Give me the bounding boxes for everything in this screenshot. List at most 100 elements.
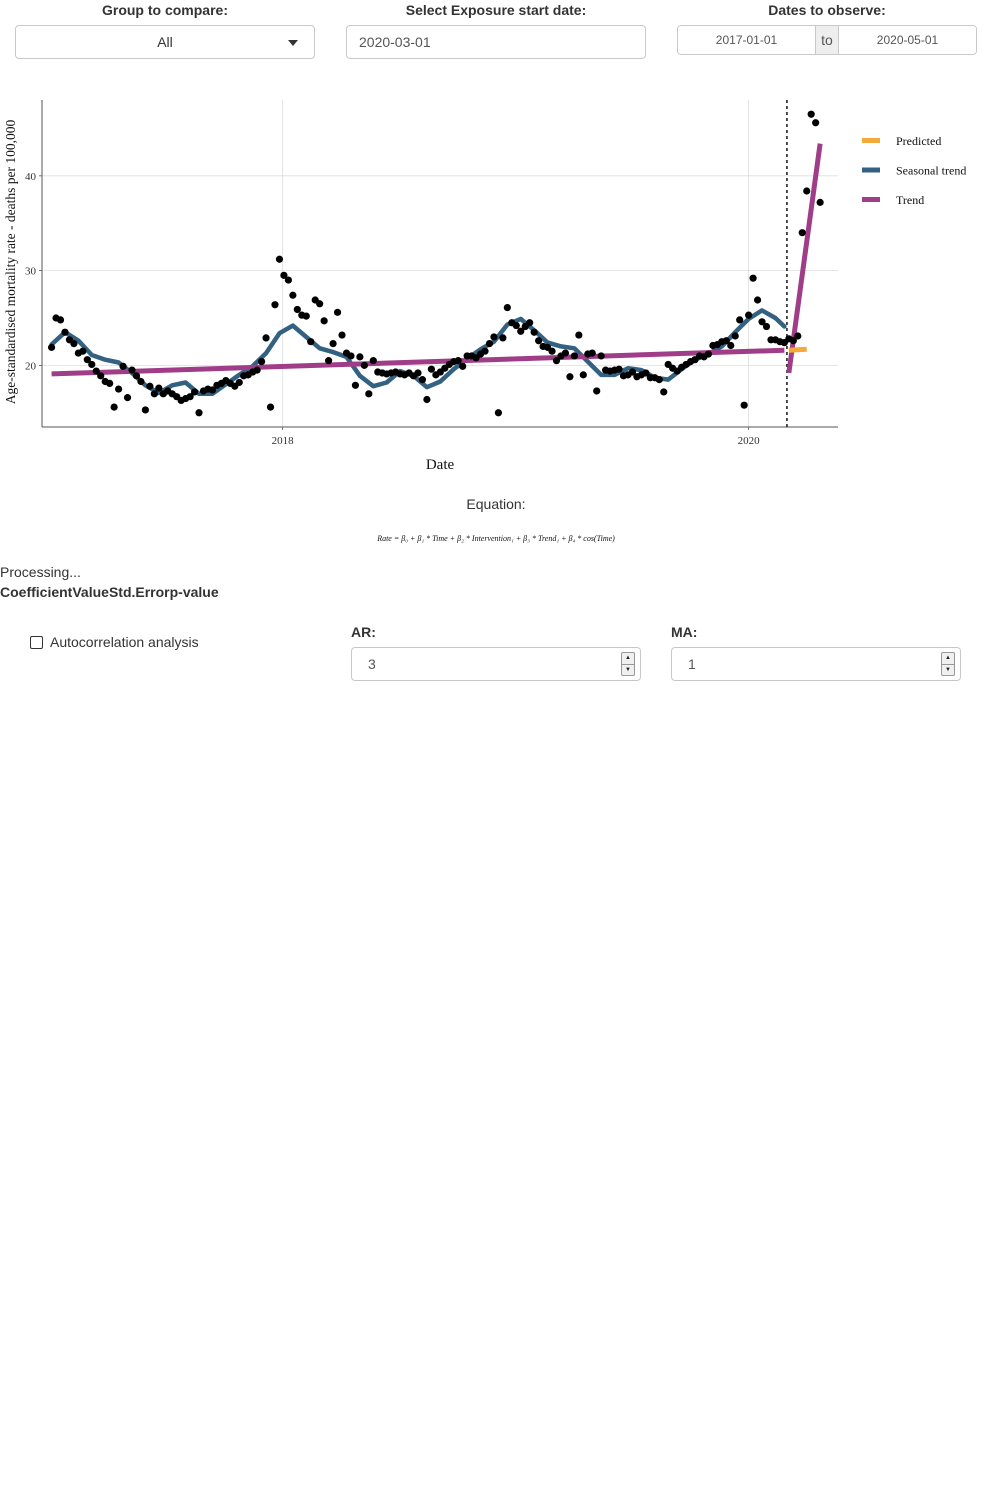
equation-formula: Rate = β₀ + β₁ * Time + β₂ * Interventio… <box>377 534 615 543</box>
data-point <box>762 322 771 331</box>
data-point <box>588 349 596 357</box>
exposure-date-input[interactable]: 2020-03-01 <box>346 25 646 59</box>
data-point <box>56 316 65 324</box>
data-point <box>280 271 288 279</box>
table-header-cell: Coefficient <box>0 584 73 600</box>
data-point <box>329 339 337 348</box>
data-point <box>566 373 574 381</box>
group-select[interactable]: All <box>15 25 315 59</box>
data-point <box>798 229 806 237</box>
data-point <box>271 301 279 309</box>
data-point <box>722 337 730 345</box>
data-point <box>494 409 503 417</box>
data-point <box>141 406 150 414</box>
data-point <box>459 362 467 370</box>
data-point <box>266 403 275 411</box>
arrow-up-icon[interactable]: ▲ <box>625 655 631 661</box>
data-point <box>736 316 744 324</box>
data-point <box>275 255 284 263</box>
data-point <box>503 303 511 312</box>
autocorrelation-label: Autocorrelation analysis <box>50 634 199 650</box>
group-compare-label: Group to compare: <box>101 2 228 18</box>
data-point <box>517 327 525 335</box>
equation-label: Equation: <box>466 496 526 512</box>
data-point <box>88 360 96 369</box>
data-point <box>481 347 489 355</box>
data-point <box>369 357 377 365</box>
data-point <box>490 333 498 341</box>
data-point <box>289 291 297 299</box>
arrow-down-icon[interactable]: ▼ <box>622 663 634 676</box>
data-point <box>740 401 748 409</box>
data-point <box>454 357 462 365</box>
data-point <box>579 371 587 379</box>
data-point <box>293 305 301 314</box>
ar-spinner[interactable]: ▲ ▼ <box>621 652 635 676</box>
autocorrelation-option[interactable]: Autocorrelation analysis <box>30 634 199 650</box>
data-point <box>92 367 100 375</box>
data-point <box>186 393 194 401</box>
data-point <box>137 377 145 386</box>
data-point <box>628 368 637 376</box>
data-point <box>758 318 766 326</box>
data-point <box>816 198 824 206</box>
data-point <box>526 319 534 327</box>
data-point <box>745 311 753 319</box>
data-point <box>570 352 578 360</box>
legend-swatch <box>862 197 880 202</box>
data-point <box>414 369 422 377</box>
data-point <box>427 365 435 373</box>
legend-label: Predicted <box>896 134 941 148</box>
y-tick-label: 20 <box>25 360 37 372</box>
data-point <box>320 317 328 325</box>
x-axis-label: Date <box>426 457 455 473</box>
data-point <box>552 357 561 365</box>
ma-value: 1 <box>688 656 696 672</box>
data-point <box>123 394 132 402</box>
data-point <box>146 382 154 390</box>
data-point <box>262 334 270 342</box>
data-point <box>325 357 333 365</box>
y-tick-label: 30 <box>25 266 37 278</box>
group-select-value: All <box>157 34 173 50</box>
table-header-cell: Value <box>72 584 109 600</box>
data-point <box>655 376 663 384</box>
data-point <box>512 321 520 330</box>
data-point <box>789 337 797 345</box>
data-point <box>316 300 324 308</box>
data-point <box>351 381 360 389</box>
data-point <box>302 312 310 320</box>
ma-label: MA: <box>671 624 698 640</box>
data-point <box>128 366 136 374</box>
data-point <box>418 376 427 384</box>
arrow-up-icon[interactable]: ▲ <box>945 655 951 661</box>
date-range-separator: to <box>815 26 839 54</box>
data-point <box>499 334 507 342</box>
data-point <box>195 409 203 417</box>
ma-input[interactable]: 1 ▲ ▼ <box>671 647 961 681</box>
data-point <box>575 331 583 339</box>
table-header-cell: p-value <box>169 584 219 600</box>
chevron-down-icon <box>288 40 298 46</box>
data-point <box>593 387 601 395</box>
data-point <box>365 390 373 398</box>
data-point <box>548 347 556 355</box>
ma-spinner[interactable]: ▲ ▼ <box>941 652 955 676</box>
autocorrelation-checkbox[interactable] <box>30 635 43 649</box>
x-tick-label: 2020 <box>738 435 761 447</box>
data-point <box>253 366 261 374</box>
predicted-line <box>788 346 807 353</box>
exposure-date-label: Select Exposure start date: <box>405 2 587 18</box>
date-range-end[interactable]: 2020-05-01 <box>839 26 976 54</box>
arrow-down-icon[interactable]: ▼ <box>942 663 954 676</box>
ar-input[interactable]: 3 ▲ ▼ <box>351 647 641 681</box>
data-point <box>190 388 199 396</box>
data-point <box>535 337 543 345</box>
data-point <box>360 361 368 369</box>
data-point <box>284 276 292 284</box>
data-point <box>70 339 78 348</box>
data-point <box>106 379 114 387</box>
data-point <box>794 332 802 340</box>
date-range-start[interactable]: 2017-01-01 <box>678 26 815 54</box>
legend-swatch <box>862 138 880 143</box>
